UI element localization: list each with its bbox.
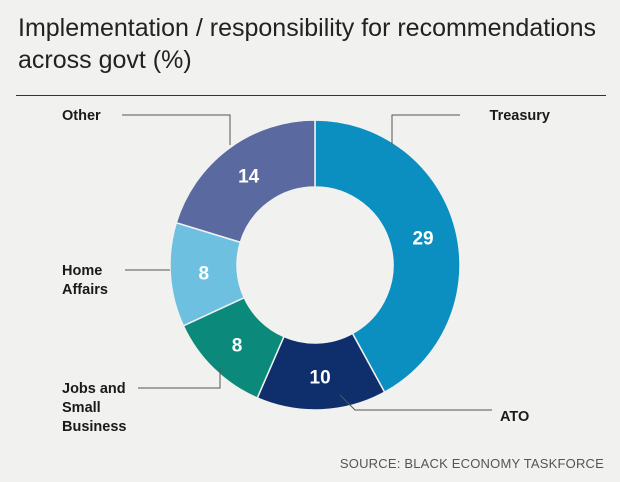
slice-other: [175, 119, 316, 244]
category-label-other: Other: [62, 108, 101, 124]
value-label-treasury: 29: [412, 228, 433, 249]
slice-treasury: [314, 119, 461, 394]
value-label-home-affairs: 8: [198, 264, 209, 285]
source-note: SOURCE: BLACK ECONOMY TASKFORCE: [339, 456, 604, 471]
category-label-home-affairs: Home Affairs: [62, 263, 108, 298]
value-label-jobs-and-small-business: 8: [232, 336, 243, 357]
leader-line-other: [122, 114, 231, 145]
title-divider: [16, 95, 606, 96]
value-label-other: 14: [238, 166, 260, 187]
value-label-ato: 10: [310, 367, 331, 388]
category-label-treasury: Treasury: [490, 108, 550, 124]
leader-line-ato: [339, 394, 492, 411]
category-label-ato: ATO: [500, 409, 529, 425]
category-label-jobs-and-small-business: Jobs and Small Business: [62, 381, 126, 435]
leader-line-jobs-and-small-business: [138, 368, 221, 389]
chart-title: Implementation / responsibility for reco…: [18, 14, 597, 74]
leader-line-treasury: [391, 114, 460, 145]
